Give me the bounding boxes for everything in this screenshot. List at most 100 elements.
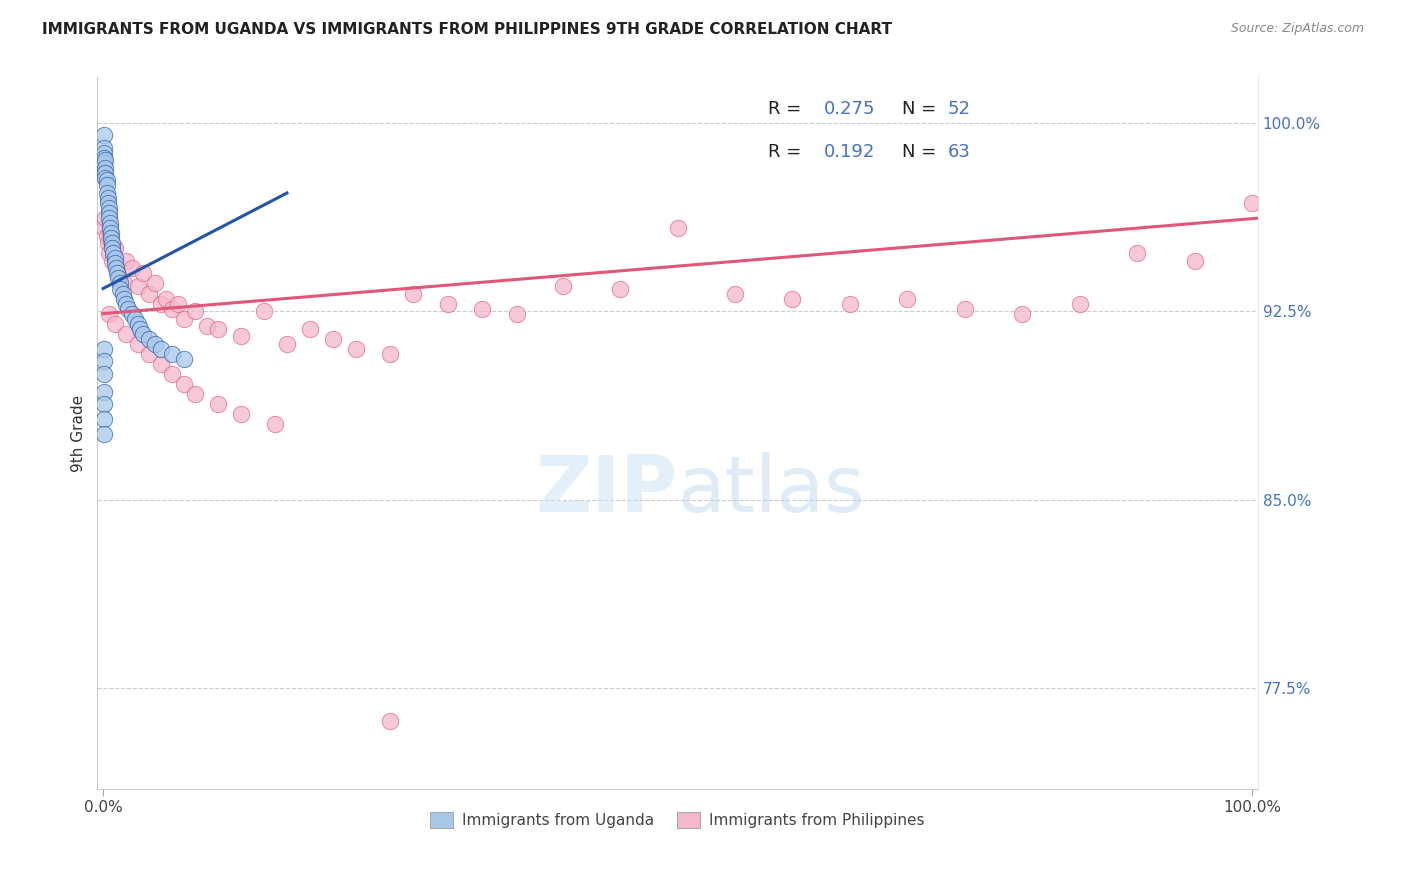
Point [138, 347, 160, 361]
Point [115, 296, 138, 310]
Point [98, 216, 121, 230]
Point [94, 211, 117, 226]
Point [93, 128, 115, 143]
Point [127, 279, 149, 293]
Point [112, 277, 135, 291]
Point [143, 277, 166, 291]
Point [160, 347, 183, 361]
Point [97, 201, 120, 215]
Point [609, 281, 631, 295]
Point [127, 336, 149, 351]
Text: N =: N = [901, 143, 942, 161]
Point [103, 252, 125, 266]
Point [132, 326, 155, 341]
Point [97, 206, 120, 220]
Text: 0.275: 0.275 [824, 101, 876, 119]
Point [124, 311, 146, 326]
Point [97, 196, 120, 211]
Y-axis label: 9th Grade: 9th Grade [72, 394, 86, 472]
Point [94, 170, 117, 185]
Text: atlas: atlas [678, 452, 865, 528]
Point [1011, 307, 1033, 321]
Point [93, 141, 115, 155]
Text: IMMIGRANTS FROM UGANDA VS IMMIGRANTS FROM PHILIPPINES 9TH GRADE CORRELATION CHAR: IMMIGRANTS FROM UGANDA VS IMMIGRANTS FRO… [42, 22, 893, 37]
Point [1241, 196, 1264, 211]
Text: 52: 52 [948, 101, 972, 119]
Point [149, 296, 172, 310]
Point [298, 322, 321, 336]
Point [105, 261, 128, 276]
Point [127, 317, 149, 331]
Point [94, 161, 117, 175]
Point [666, 221, 689, 235]
Point [160, 301, 183, 316]
Point [105, 267, 128, 281]
Point [97, 211, 120, 226]
Legend: Immigrants from Uganda, Immigrants from Philippines: Immigrants from Uganda, Immigrants from … [425, 806, 931, 834]
Point [160, 367, 183, 381]
Point [104, 261, 127, 276]
Point [195, 319, 218, 334]
Point [724, 286, 747, 301]
Point [96, 228, 118, 243]
Point [1126, 246, 1149, 260]
Point [173, 311, 195, 326]
Point [1184, 253, 1206, 268]
Point [276, 336, 298, 351]
Point [173, 376, 195, 391]
Point [173, 351, 195, 366]
Point [953, 301, 976, 316]
Point [229, 407, 252, 421]
Point [121, 261, 143, 276]
Point [94, 166, 117, 180]
Point [121, 307, 143, 321]
Point [100, 231, 122, 245]
Point [207, 397, 229, 411]
Point [103, 256, 125, 270]
Point [93, 412, 115, 426]
Point [93, 221, 115, 235]
Point [101, 236, 124, 251]
Point [436, 296, 458, 310]
Point [98, 224, 121, 238]
Text: ZIP: ZIP [536, 452, 678, 528]
Point [1069, 296, 1091, 310]
Point [101, 253, 124, 268]
Point [112, 292, 135, 306]
Point [149, 357, 172, 371]
Point [782, 292, 804, 306]
Point [107, 271, 129, 285]
Point [96, 186, 118, 200]
Point [166, 296, 188, 310]
Point [111, 286, 134, 301]
Point [115, 253, 138, 268]
Point [143, 336, 166, 351]
Point [207, 322, 229, 336]
Point [93, 151, 115, 165]
Point [253, 304, 276, 318]
Point [264, 417, 287, 432]
Point [97, 236, 120, 251]
Point [380, 714, 402, 728]
Text: 0.192: 0.192 [824, 143, 875, 161]
Point [103, 241, 125, 255]
Point [132, 267, 155, 281]
Point [93, 397, 115, 411]
Point [322, 332, 344, 346]
Point [128, 322, 150, 336]
Point [551, 279, 574, 293]
Text: Source: ZipAtlas.com: Source: ZipAtlas.com [1230, 22, 1364, 36]
Point [138, 332, 160, 346]
Point [93, 156, 115, 170]
Point [93, 354, 115, 368]
Point [93, 342, 115, 356]
Text: 63: 63 [948, 143, 972, 161]
Point [103, 246, 125, 260]
Point [96, 173, 118, 187]
Point [97, 191, 120, 205]
Point [93, 367, 115, 381]
Point [471, 301, 494, 316]
Point [97, 246, 120, 260]
Point [138, 286, 160, 301]
Point [184, 387, 207, 401]
